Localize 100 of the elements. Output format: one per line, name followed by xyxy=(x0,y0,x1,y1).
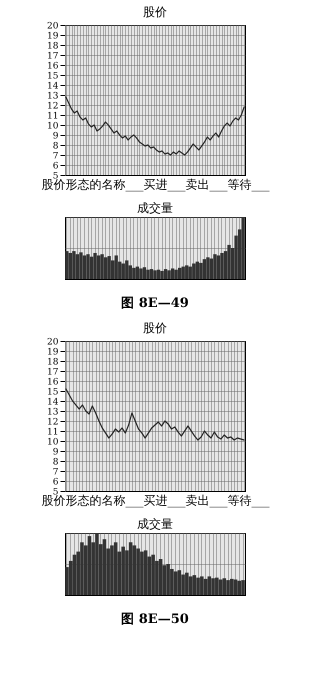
bar xyxy=(96,255,100,279)
bar xyxy=(128,542,132,595)
bar xyxy=(125,260,128,279)
bar xyxy=(208,576,212,595)
bar xyxy=(192,575,196,595)
bar xyxy=(234,580,238,595)
y-tick-label: 17 xyxy=(47,368,59,378)
y-tick-label: 13 xyxy=(47,408,59,418)
y-tick-label: 6 xyxy=(52,478,59,488)
bar xyxy=(222,578,226,595)
bar xyxy=(226,580,230,595)
bar xyxy=(156,270,160,279)
line-series xyxy=(65,96,245,156)
bar xyxy=(136,266,140,279)
bar xyxy=(90,256,94,279)
bar xyxy=(72,251,76,279)
bar xyxy=(215,578,219,595)
bar xyxy=(114,255,118,279)
bar xyxy=(110,545,114,595)
y-tick-label: 16 xyxy=(47,378,59,388)
bar xyxy=(140,552,144,595)
bar xyxy=(132,268,136,279)
y-tick-label: 7 xyxy=(52,468,59,478)
y-tick-label: 14 xyxy=(47,82,59,92)
bar xyxy=(146,270,150,279)
y-tick-label: 17 xyxy=(47,52,59,62)
y-tick-label: 11 xyxy=(47,112,58,122)
bar xyxy=(196,578,200,595)
bar xyxy=(132,545,136,595)
bar xyxy=(202,259,206,279)
bar xyxy=(241,580,245,595)
bar xyxy=(178,268,182,279)
y-tick-label: 10 xyxy=(47,438,59,448)
line-series xyxy=(65,388,245,441)
bar xyxy=(100,254,104,279)
y-tick-label: 8 xyxy=(52,142,59,152)
bar xyxy=(114,542,118,595)
y-tick-label: 12 xyxy=(47,102,58,112)
y-tick-label: 16 xyxy=(47,62,59,72)
bar xyxy=(174,571,178,595)
bar xyxy=(139,268,143,279)
y-tick-label: 9 xyxy=(52,448,59,458)
y-tick-label: 12 xyxy=(47,418,58,428)
bar xyxy=(238,580,242,595)
y-tick-label: 10 xyxy=(47,122,59,132)
bar xyxy=(206,257,210,279)
bar xyxy=(182,266,185,279)
bar xyxy=(164,269,168,279)
bar xyxy=(188,576,192,595)
bar xyxy=(104,257,108,279)
bar xyxy=(174,270,178,279)
y-tick-label: 7 xyxy=(52,152,59,162)
y-tick-label: 6 xyxy=(52,162,59,172)
bar xyxy=(196,262,199,279)
y-tick-label: 20 xyxy=(47,338,59,348)
bar xyxy=(76,254,80,279)
bar xyxy=(68,252,72,279)
y-tick-label: 19 xyxy=(47,32,59,42)
bar xyxy=(158,559,162,595)
bar xyxy=(170,268,174,279)
y-tick-label: 20 xyxy=(47,22,59,32)
bar xyxy=(151,554,155,595)
bar xyxy=(204,578,208,595)
caption: 图 8E—49 xyxy=(121,296,189,311)
bar xyxy=(199,262,203,279)
y-tick-label: 11 xyxy=(47,428,58,438)
y-tick-label: 18 xyxy=(47,42,59,52)
bar xyxy=(80,542,84,595)
bar xyxy=(102,539,106,595)
chart-title: 股价 xyxy=(143,5,167,19)
bar xyxy=(213,254,217,279)
bar xyxy=(200,576,204,595)
y-tick-label: 15 xyxy=(47,72,59,82)
bar xyxy=(72,554,76,595)
bar xyxy=(185,265,188,279)
bar xyxy=(218,580,222,595)
bar xyxy=(185,572,189,595)
bar xyxy=(150,269,154,279)
bar xyxy=(178,570,182,595)
y-tick-label: 14 xyxy=(47,398,59,408)
bar xyxy=(88,536,92,595)
bar xyxy=(65,251,69,279)
y-tick-label: 13 xyxy=(47,92,59,102)
bar xyxy=(230,578,234,595)
bar xyxy=(211,578,215,595)
bar xyxy=(142,267,146,279)
y-tick-label: 15 xyxy=(47,388,59,398)
chart-title: 成交量 xyxy=(137,517,173,531)
bar xyxy=(167,270,171,279)
caption: 图 8E—50 xyxy=(121,612,189,627)
y-tick-label: 9 xyxy=(52,132,59,142)
y-tick-label: 19 xyxy=(47,348,59,358)
bar xyxy=(188,266,192,279)
chart-title: 成交量 xyxy=(137,201,173,215)
bar xyxy=(192,264,196,279)
bar xyxy=(144,550,148,595)
bar xyxy=(86,254,90,279)
bar xyxy=(121,546,125,595)
chart-title: 股价 xyxy=(143,321,167,335)
bar xyxy=(107,256,111,279)
